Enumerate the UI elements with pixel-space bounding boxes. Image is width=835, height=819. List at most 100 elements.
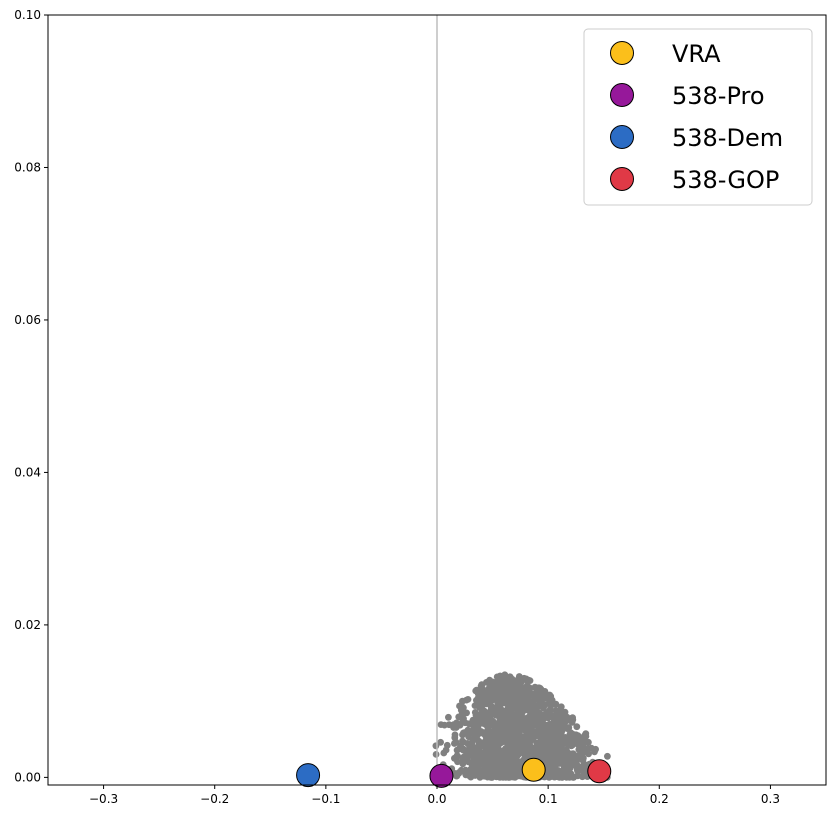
background-point (457, 766, 465, 774)
background-point (469, 745, 477, 753)
background-point (445, 713, 452, 721)
background-point (518, 705, 525, 713)
background-point (460, 747, 468, 754)
background-point (545, 708, 552, 716)
background-point (545, 740, 553, 748)
background-point (506, 702, 514, 709)
background-point (515, 750, 523, 758)
background-point (477, 761, 485, 768)
background-point (460, 729, 468, 736)
x-tick-label: 0.3 (761, 792, 780, 806)
background-point (504, 712, 512, 720)
background-point (461, 755, 469, 762)
background-point (563, 713, 571, 721)
y-tick-label: 0.08 (14, 160, 41, 174)
background-point (533, 707, 541, 715)
background-point (497, 749, 505, 757)
background-point (571, 755, 579, 763)
x-tick-label: 0.1 (539, 792, 558, 806)
background-point (456, 721, 464, 729)
background-point (479, 751, 487, 758)
y-tick-label: 0.10 (14, 8, 41, 22)
background-point (500, 729, 508, 737)
background-point (478, 681, 486, 689)
legend-label-538-pro: 538-Pro (672, 82, 765, 110)
background-point (513, 724, 521, 732)
background-point (489, 756, 497, 763)
background-point (557, 739, 565, 747)
background-point (552, 761, 560, 769)
background-point (491, 744, 499, 752)
x-tick-label: −0.3 (89, 792, 118, 806)
background-point (538, 751, 545, 758)
background-point (474, 721, 481, 729)
background-point (504, 747, 512, 755)
background-point (524, 720, 531, 728)
y-tick-label: 0.06 (14, 313, 41, 327)
legend-marker-538-pro (610, 83, 634, 107)
background-point (569, 716, 577, 724)
background-point (545, 747, 552, 754)
background-point (437, 738, 444, 746)
background-point (487, 713, 494, 720)
legend-label-538-gop: 538-GOP (672, 166, 779, 194)
background-point (514, 683, 522, 691)
background-point (454, 758, 461, 766)
background-point (485, 718, 493, 726)
background-point (445, 721, 453, 729)
background-point (582, 733, 590, 740)
background-point (526, 713, 533, 720)
background-point (528, 734, 536, 742)
legend-box (583, 28, 813, 206)
background-point (555, 727, 562, 734)
background-point (532, 728, 540, 735)
background-point (497, 685, 505, 692)
background-point (442, 746, 450, 754)
legend: VRA 538-Pro 538-Dem 538-GOP (583, 28, 813, 206)
background-point (496, 701, 504, 708)
background-point (514, 744, 522, 751)
background-point (531, 749, 539, 757)
background-point (462, 771, 470, 779)
x-tick-label: 0.0 (427, 792, 446, 806)
background-point (477, 700, 485, 708)
y-axis: 0.00 0.02 0.04 0.06 0.08 0.10 (14, 8, 48, 784)
background-point (565, 770, 573, 778)
y-tick-label: 0.04 (14, 465, 41, 479)
background-point (524, 699, 532, 706)
point-vra (521, 757, 546, 782)
background-point (530, 716, 538, 724)
background-point (474, 690, 482, 697)
background-point (455, 713, 463, 721)
background-point (492, 720, 500, 728)
x-tick-label: −0.1 (311, 792, 340, 806)
background-point (566, 764, 574, 772)
background-point (548, 696, 556, 704)
background-point (569, 750, 577, 758)
background-point (533, 721, 541, 729)
background-point (559, 772, 566, 780)
background-point (552, 707, 560, 714)
background-point (547, 756, 555, 763)
background-point (506, 718, 513, 726)
background-point (573, 723, 581, 731)
background-point (498, 760, 505, 768)
point-538-gop (587, 759, 612, 784)
background-point (577, 767, 585, 774)
background-point (464, 696, 472, 703)
background-point (477, 716, 484, 724)
background-point (494, 679, 502, 687)
background-point (550, 730, 557, 738)
background-point (574, 772, 582, 780)
background-point (518, 692, 526, 700)
background-point (563, 725, 571, 732)
background-point (472, 771, 479, 779)
legend-label-vra: VRA (672, 40, 721, 68)
background-point (516, 772, 524, 779)
background-point (521, 742, 529, 750)
y-tick-label: 0.02 (14, 618, 41, 632)
x-tick-label: 0.2 (650, 792, 669, 806)
background-point (500, 678, 508, 685)
background-point (494, 709, 502, 717)
background-point (537, 692, 545, 700)
